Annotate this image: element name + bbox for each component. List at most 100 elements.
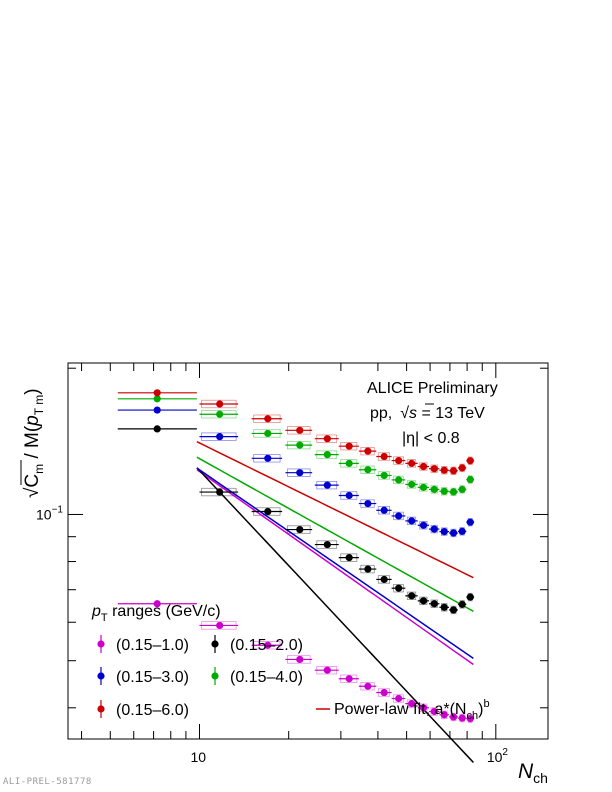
legend-label: (0.15–1.0)	[116, 637, 189, 654]
data-point	[458, 714, 466, 722]
data-point	[408, 700, 416, 708]
data-point	[466, 475, 474, 484]
fit-line	[196, 469, 474, 666]
data-point	[466, 593, 474, 601]
data-point	[458, 600, 466, 608]
fit-lines	[196, 441, 474, 763]
y-axis-title-sqrt: √	[22, 487, 43, 498]
plot-frame	[67, 362, 549, 740]
plot-border	[67, 362, 549, 740]
data-point	[323, 435, 331, 443]
data-point	[153, 395, 161, 403]
data-point	[449, 488, 458, 496]
legend-marker	[97, 705, 105, 713]
data-point	[458, 485, 466, 494]
data-point	[430, 525, 438, 533]
data-point	[430, 485, 438, 494]
data-point	[296, 441, 304, 449]
data-point	[430, 465, 438, 473]
legend-fit-entry: Power-law fit, a*(Nch)b	[316, 698, 490, 722]
data-point	[449, 529, 458, 537]
data-point	[395, 456, 403, 465]
data-point	[364, 565, 372, 573]
data-point	[364, 499, 372, 508]
data-point	[408, 517, 416, 525]
x-tick-label: 10	[190, 749, 206, 765]
data-point	[296, 426, 304, 434]
data-point	[380, 452, 388, 461]
legend-title: pT ranges (GeV/c)	[91, 603, 221, 624]
data-point	[449, 713, 458, 721]
data-point	[345, 675, 353, 683]
data-point	[345, 554, 353, 562]
data-point	[364, 447, 372, 455]
data-point	[419, 521, 428, 529]
data-point	[395, 584, 403, 592]
legend-label: (0.15–6.0)	[116, 702, 189, 719]
data-point	[323, 481, 331, 489]
data-point	[430, 600, 438, 608]
data-point	[153, 425, 161, 433]
data-point	[296, 655, 304, 664]
svg-text:Power-law fit, a*(Nch)b: Power-law fit, a*(Nch)b	[334, 698, 490, 722]
data-point	[419, 704, 428, 712]
data-point	[466, 715, 474, 723]
legend-marker	[97, 672, 105, 680]
data-point	[216, 410, 224, 418]
data-point	[216, 433, 224, 441]
data-point	[216, 621, 224, 630]
legend: (0.15–1.0) (0.15–2.0) (0.15–3.0) (0.15–4.0)…	[97, 635, 303, 719]
data-point	[323, 451, 331, 459]
data-point	[153, 389, 161, 397]
fit-line	[196, 441, 474, 579]
data-point	[408, 480, 416, 489]
data-point	[323, 666, 331, 674]
legend-marker	[211, 640, 219, 648]
data-point	[364, 466, 372, 474]
data-point	[408, 459, 416, 467]
data-point	[380, 471, 388, 480]
data-point	[440, 711, 448, 719]
preliminary-id: ALI-PREL-581778	[3, 777, 92, 787]
legend-label: (0.15–3.0)	[116, 669, 189, 686]
fit-line	[196, 456, 474, 612]
data-point	[458, 464, 466, 472]
x-axis-title: Nch	[518, 760, 548, 786]
data-point	[395, 512, 403, 520]
data-point	[419, 597, 428, 605]
x-axis-title-sub: ch	[533, 770, 548, 786]
data-point	[440, 527, 448, 536]
data-point	[296, 469, 304, 477]
data-point	[153, 406, 161, 414]
legend-marker	[211, 672, 219, 680]
data-point	[345, 442, 353, 450]
data-point	[216, 400, 224, 408]
data-point	[430, 707, 438, 716]
data-point	[264, 641, 272, 649]
y-axis-title: √Cm / M(pT m)	[20, 388, 46, 498]
data-point	[264, 429, 272, 438]
x-tick-label: 102	[487, 747, 509, 765]
annotation-system: pp, √s = 13 TeV	[370, 405, 485, 422]
y-axis-title-c: C	[22, 474, 43, 488]
data-point	[395, 694, 403, 703]
data-point	[466, 518, 474, 526]
annotation-eta: |η| < 0.8	[402, 430, 460, 447]
data-point	[264, 415, 272, 423]
data-point	[408, 592, 416, 600]
data-point	[449, 467, 458, 475]
data-point	[216, 488, 224, 496]
data-point	[395, 476, 403, 484]
data-point	[380, 688, 388, 697]
data-point	[440, 487, 448, 495]
legend-marker	[97, 640, 105, 648]
annotation-alice: ALICE Preliminary	[367, 380, 498, 397]
data-point	[419, 483, 428, 491]
legend-label: (0.15–4.0)	[230, 669, 303, 686]
data-point	[153, 600, 161, 608]
axes: 10 102 10−1	[36, 363, 548, 765]
data-point	[380, 506, 388, 514]
data-point	[466, 457, 474, 465]
x-tick-label-exp: 2	[502, 747, 508, 758]
